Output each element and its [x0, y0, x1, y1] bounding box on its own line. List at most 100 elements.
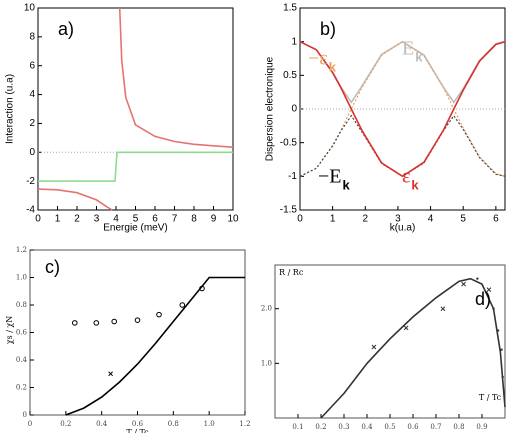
y-tick-label: -0.5: [280, 137, 298, 148]
annotation: E: [402, 38, 414, 60]
curve: [299, 40, 506, 178]
x-tick-label: 0: [297, 214, 303, 225]
annotation-sub: k: [415, 49, 423, 64]
marker: [500, 348, 503, 351]
panel-label: b): [320, 19, 336, 39]
x-axis-label: k(u.a): [390, 223, 416, 234]
y-axis-label: Dispersion electronique: [265, 56, 276, 161]
y-tick-label: 1: [291, 36, 297, 47]
x-tick-label: 3: [395, 214, 401, 225]
x-tick-label: 1.0: [204, 420, 215, 428]
x-tick-label: 6: [152, 214, 158, 225]
x-tick-label: 0.5: [384, 423, 395, 431]
y-tick-label: 1.0: [16, 274, 27, 282]
y-axis-label: Interaction (u.a): [5, 74, 16, 144]
x-tick-label: 1.2: [239, 420, 250, 428]
x-tick-label: 5: [133, 214, 139, 225]
x-tick-label: 1: [330, 214, 336, 225]
y-tick-label: 0: [23, 411, 27, 419]
annotation-sub: k: [411, 177, 419, 192]
y-tick-label: 1.0: [261, 359, 272, 367]
x-tick-label: 0.6: [132, 420, 144, 428]
y-tick-label: 4: [29, 89, 35, 100]
y-tick-label: -1: [288, 171, 297, 182]
marker: [501, 375, 504, 379]
y-tick-label: 0.6: [16, 329, 28, 337]
y-tick-label: -2: [26, 176, 35, 187]
x-tick-label: 0.3: [338, 423, 349, 431]
x-tick-label: 0.4: [96, 420, 108, 428]
marker: [134, 317, 141, 323]
curve: [37, 7, 234, 211]
panel-label: d): [475, 289, 491, 309]
x-tick-label: 6: [493, 214, 499, 225]
y-tick-label: 1.2: [16, 246, 27, 254]
x-tick-label: 7: [172, 214, 178, 225]
y-tick-label: 0: [291, 104, 297, 115]
annotation-sub: k: [329, 59, 337, 74]
y-tick-label: 0.5: [283, 70, 297, 81]
x-tick-label: 0.9: [476, 423, 487, 431]
y-tick-label: 1.5: [283, 3, 297, 14]
panel-label: c): [45, 257, 60, 277]
marker: [461, 281, 466, 287]
marker: [476, 277, 479, 280]
curve: [299, 40, 506, 177]
x-tick-label: 10: [227, 214, 239, 225]
x-tick-label: 0.1: [292, 423, 303, 431]
marker: [93, 320, 100, 326]
marker: [496, 329, 500, 332]
x-tick-label: 0.8: [168, 420, 179, 428]
marker: [492, 307, 495, 310]
x-tick-label: 0.2: [60, 420, 71, 428]
plot-frame: [274, 264, 506, 419]
curve: [65, 276, 245, 416]
marker: [108, 371, 113, 377]
curve: [299, 114, 506, 178]
marker: [440, 306, 446, 312]
x-tick-label: 3: [94, 214, 100, 225]
marker: [71, 320, 78, 326]
x-tick-label: 0: [35, 214, 41, 225]
y-tick-label: -4: [26, 205, 35, 216]
x-tick-label: 9: [211, 214, 217, 225]
y-tick-label: 2.0: [261, 305, 272, 313]
x-tick-label: 5: [460, 214, 466, 225]
marker: [403, 325, 409, 331]
y-tick-label: 0.2: [16, 384, 27, 392]
annotation: −E: [318, 166, 342, 188]
marker: [199, 285, 205, 292]
curve: [320, 277, 506, 419]
x-tick-label: 4: [113, 214, 119, 225]
x-axis-label: T / Tc: [479, 393, 502, 402]
plot-frame: [29, 249, 246, 416]
x-tick-label: 1: [55, 214, 61, 225]
y-tick-label: -1.5: [280, 205, 298, 216]
x-tick-label: 0.8: [453, 423, 464, 431]
y-tick-label: 0.8: [16, 301, 27, 309]
marker: [156, 311, 162, 318]
x-axis-label: T / Tc: [126, 428, 149, 433]
marker: [486, 287, 492, 292]
x-tick-label: 8: [191, 214, 197, 225]
x-tick-label: 0: [28, 420, 32, 428]
y-tick-label: 0: [29, 147, 35, 158]
curve: [38, 151, 233, 182]
annotation-sub: k: [343, 177, 351, 192]
marker: [179, 302, 186, 308]
y-axis-label: χs / χN: [5, 316, 14, 345]
x-tick-label: 0.4: [361, 423, 373, 431]
x-tick-label: 2: [74, 214, 80, 225]
y-tick-label: 6: [29, 60, 35, 71]
marker: [371, 344, 377, 350]
annotation: ε: [402, 166, 410, 188]
y-tick-label: 8: [29, 31, 35, 42]
y-tick-label: 0.4: [16, 356, 28, 364]
x-axis-label: Energie (meV): [103, 223, 167, 234]
annotation: −ε: [308, 48, 328, 70]
x-tick-label: 4: [428, 214, 434, 225]
x-tick-label: 2: [363, 214, 369, 225]
x-tick-label: 0.2: [315, 423, 326, 431]
marker: [111, 318, 118, 325]
